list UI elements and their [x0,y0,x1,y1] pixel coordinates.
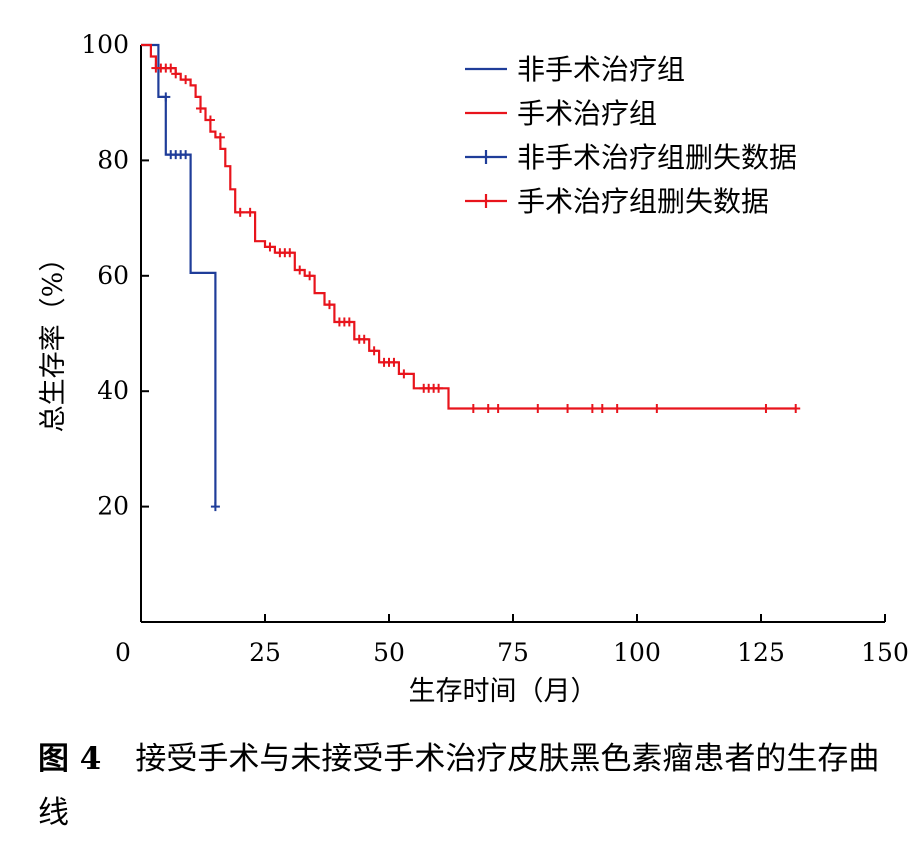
censor-mark-2 [324,300,334,310]
x-tick-label: 100 [613,638,661,667]
y-tick-label: 100 [81,30,129,59]
censor-mark-2 [235,207,245,217]
censor-mark-2 [344,317,354,327]
censor-mark-2 [389,357,399,367]
y-tick-label: 60 [97,261,129,290]
censor-mark-2 [597,404,607,414]
censor-mark-1 [210,502,220,512]
series-layer [141,43,801,512]
censor-mark-2 [265,242,275,252]
figure-label: 图 4 [38,741,102,777]
censor-mark-2 [245,207,255,217]
chart-axes: 0 25 50 75 100 125 150 20 40 60 80 100 [81,30,909,667]
legend-entry: 手术治疗组 [465,97,657,130]
censor-mark-2 [399,369,409,379]
y-axis-label: 总生存率（%） [38,245,69,433]
censor-mark-2 [305,271,315,281]
legend-label: 手术治疗组删失数据 [517,185,769,218]
x-tick-label: 50 [373,638,405,667]
censor-mark-2 [493,404,503,414]
censor-mark-2 [483,404,493,414]
censor-mark-2 [761,404,771,414]
censor-mark-2 [533,404,543,414]
figure-caption: 图 4 接受手术与未接受手术治疗皮肤黑色素瘤患者的生存曲线 [38,732,898,840]
legend-label: 非手术治疗组 [517,53,685,86]
legend-label: 非手术治疗组删失数据 [517,141,797,174]
y-tick-label: 40 [97,376,129,405]
legend-entry: 非手术治疗组 [465,53,685,86]
x-tick-label: 150 [861,638,909,667]
censor-mark-2 [205,115,215,125]
censor-mark-2 [612,404,622,414]
censor-mark-2 [285,248,295,258]
censor-mark-2 [434,383,444,393]
x-axis-label: 生存时间（月） [409,676,598,707]
censor-mark-2 [468,404,478,414]
censor-mark-2 [171,69,181,79]
censor-mark-2 [166,63,176,73]
legend-label: 手术治疗组 [517,97,657,130]
censor-mark-2 [652,404,662,414]
censor-mark-2 [791,404,801,414]
legend-entry: 非手术治疗组删失数据 [465,141,797,174]
censor-mark-2 [196,103,206,113]
censor-mark-2 [359,334,369,344]
censor-mark-2 [181,75,191,85]
censor-mark-2 [563,404,573,414]
series-line-2 [141,43,796,410]
x-tick-label: 75 [497,638,529,667]
x-tick-label: 25 [249,638,281,667]
figure-caption-text: 接受手术与未接受手术治疗皮肤黑色素瘤患者的生存曲线 [38,741,880,831]
x-tick-label: 125 [737,638,785,667]
y-tick-label: 20 [97,492,129,521]
censor-mark-2 [369,346,379,356]
legend-entry: 手术治疗组删失数据 [465,185,769,218]
y-tick-label: 80 [97,145,129,174]
censor-mark-1 [181,150,191,160]
series-line-1 [141,43,217,507]
censor-mark-2 [215,132,225,142]
censor-mark-2 [587,404,597,414]
x-tick-label: 0 [115,638,131,667]
censor-mark-2 [295,265,305,275]
censor-mark-1 [161,92,171,102]
